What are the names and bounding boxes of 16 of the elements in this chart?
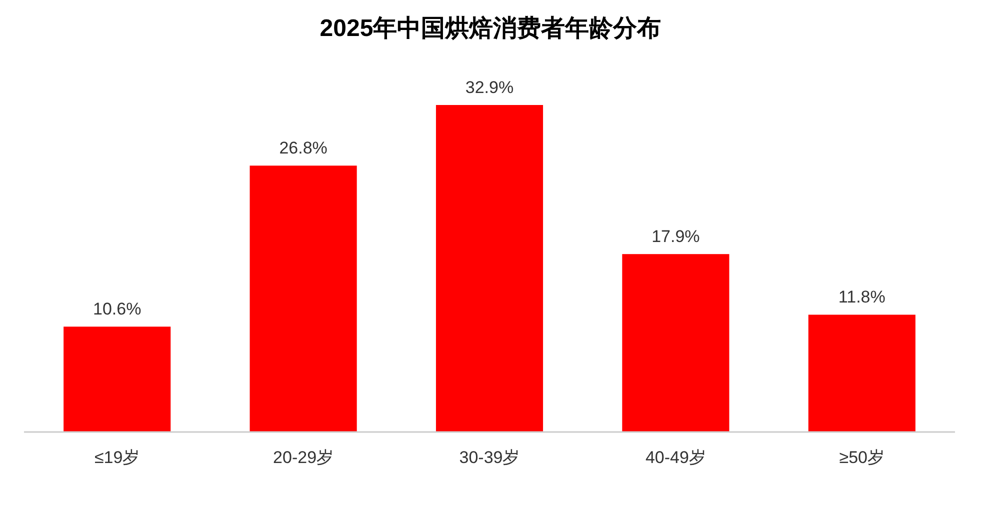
- x-tick-label: 20-29岁: [273, 448, 334, 467]
- bar: [436, 105, 544, 432]
- x-tick-label: ≤19岁: [94, 448, 140, 467]
- data-label: 17.9%: [652, 227, 700, 246]
- data-label: 11.8%: [838, 288, 886, 307]
- bar: [250, 166, 357, 432]
- bar: [622, 254, 730, 432]
- data-label: 10.6%: [93, 300, 142, 319]
- x-tick-label: 40-49岁: [645, 448, 706, 467]
- data-label: 26.8%: [279, 138, 328, 158]
- bar: [808, 314, 916, 432]
- x-tick-label: ≥50岁: [839, 448, 885, 467]
- chart-title: 2025年中国烘焙消费者年龄分布: [320, 15, 662, 42]
- data-label: 32.9%: [465, 78, 514, 97]
- x-tick-label: 30-39岁: [459, 448, 520, 467]
- bar: [64, 326, 171, 432]
